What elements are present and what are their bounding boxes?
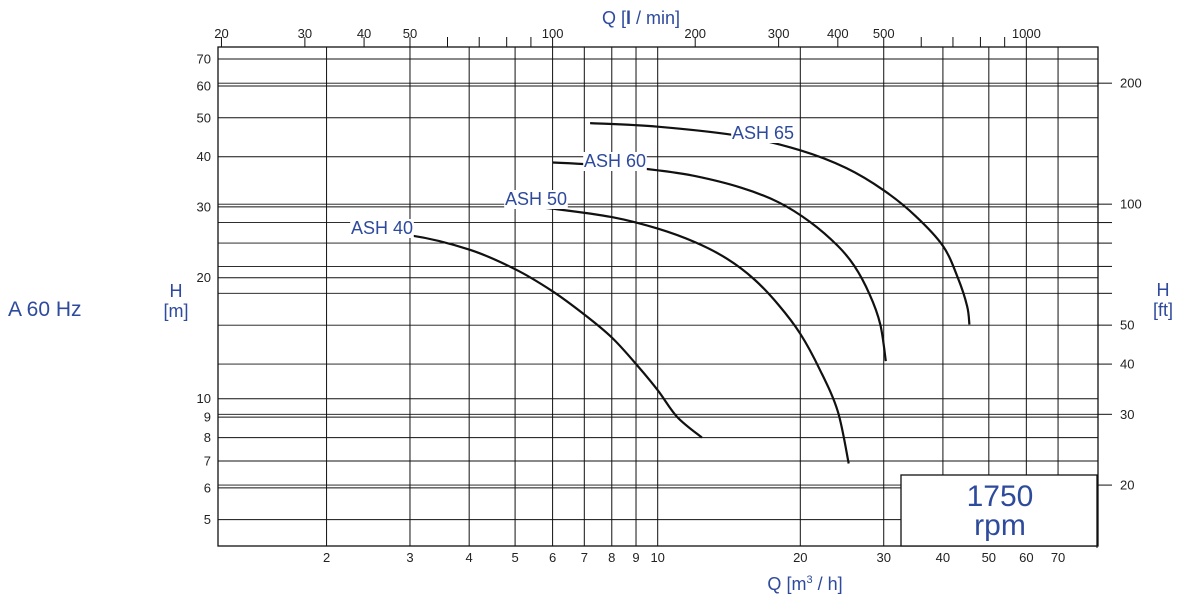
y-tick-label: 10 xyxy=(197,391,211,406)
x2-tick-label: 30 xyxy=(298,26,312,41)
label-ash-40: ASH 40 xyxy=(351,218,413,238)
x2-tick-label: 20 xyxy=(214,26,228,41)
x-axis-symbol: Q xyxy=(767,574,781,594)
x-tick-label: 6 xyxy=(549,550,556,565)
x-tick-label: 30 xyxy=(876,550,890,565)
x-tick-label: 10 xyxy=(650,550,664,565)
x2-axis-symbol: Q xyxy=(602,8,616,28)
y-tick-label: 70 xyxy=(197,52,211,67)
curve-labels: ASH 40 ASH 50 ASH 60 ASH 65 xyxy=(350,123,795,238)
y-tick-label: 40 xyxy=(197,149,211,164)
frequency-label: A 60 Hz xyxy=(8,298,82,321)
x2-tick-label: 50 xyxy=(403,26,417,41)
x-tick-label: 60 xyxy=(1019,550,1033,565)
y-tick-label: 50 xyxy=(197,110,211,125)
label-ash-50: ASH 50 xyxy=(505,189,567,209)
y2-tick-label: 40 xyxy=(1120,357,1134,372)
tick-labels: 2 3 4 5 6 7 8 9 10 20 30 40 50 60 70 5 6 7 8 9 10 20 30 40 50 60 7… xyxy=(197,26,1142,565)
curve-ash-50 xyxy=(506,202,850,464)
x2-tick-label: 200 xyxy=(684,26,706,41)
x2-tick-label: 1000 xyxy=(1012,26,1041,41)
curve-ash-60 xyxy=(552,161,887,362)
y-tick-label: 30 xyxy=(197,199,211,214)
curve-label-background xyxy=(583,152,647,171)
major-grid xyxy=(217,46,1099,547)
x2-axis-bracket: [ xyxy=(616,8,626,28)
x-tick-label: 4 xyxy=(466,550,473,565)
y-tick-label: 20 xyxy=(197,270,211,285)
x-tick-label: 9 xyxy=(632,550,639,565)
speed-value: 1750 xyxy=(967,480,1034,513)
x2-axis-title: Q [l / min] xyxy=(602,8,680,28)
x2-tick-label: 400 xyxy=(827,26,849,41)
curve-ash-40 xyxy=(350,230,703,439)
x-tick-label: 50 xyxy=(982,550,996,565)
y-tick-label: 8 xyxy=(204,430,211,445)
x2-tick-label: 100 xyxy=(542,26,564,41)
x-tick-label: 7 xyxy=(581,550,588,565)
y-axis-symbol: H xyxy=(170,281,183,301)
x-tick-label: 20 xyxy=(793,550,807,565)
label-ash-60: ASH 60 xyxy=(584,151,646,171)
y2-axis-unit: [ft] xyxy=(1153,300,1173,320)
curve-label-background xyxy=(350,219,414,238)
y-axis-unit: [m] xyxy=(164,301,189,321)
minor-grid xyxy=(218,37,1112,548)
x-axis-unit-close: / h] xyxy=(813,574,843,594)
y-tick-label: 6 xyxy=(204,480,211,495)
curve-label-background xyxy=(731,124,795,143)
x-axis-unit-sup: 3 xyxy=(806,574,812,586)
speed-unit: rpm xyxy=(974,509,1026,542)
speed-box: 1750 rpm xyxy=(900,474,1098,547)
x-tick-label: 40 xyxy=(936,550,950,565)
y2-tick-label: 30 xyxy=(1120,407,1134,422)
curve-ash-65 xyxy=(590,122,971,325)
x-tick-label: 2 xyxy=(323,550,330,565)
speed-box-frame xyxy=(900,474,1098,547)
pump-curves xyxy=(350,122,971,464)
y2-tick-label: 100 xyxy=(1120,197,1142,212)
y-tick-label: 9 xyxy=(204,410,211,425)
x-tick-label: 5 xyxy=(511,550,518,565)
y2-axis-symbol: H xyxy=(1157,280,1170,300)
x2-tick-label: 500 xyxy=(873,26,895,41)
x2-axis-unit-bold: l xyxy=(626,8,631,28)
curve-label-background xyxy=(504,190,568,209)
x2-tick-label: 300 xyxy=(768,26,790,41)
label-ash-65: ASH 65 xyxy=(732,123,794,143)
y2-tick-label: 50 xyxy=(1120,318,1134,333)
y2-tick-label: 200 xyxy=(1120,76,1142,91)
y2-tick-label: 20 xyxy=(1120,478,1134,493)
x2-axis-unit-rest: / min] xyxy=(631,8,680,28)
y-tick-label: 7 xyxy=(204,453,211,468)
x2-tick-label: 40 xyxy=(357,26,371,41)
x-tick-label: 70 xyxy=(1051,550,1065,565)
y-tick-label: 60 xyxy=(197,78,211,93)
x-tick-label: 8 xyxy=(608,550,615,565)
x-axis-unit-open: [m xyxy=(781,574,806,594)
x-axis-title: Q [m3 / h] xyxy=(767,574,842,594)
x-tick-label: 3 xyxy=(406,550,413,565)
y-tick-label: 5 xyxy=(204,512,211,527)
